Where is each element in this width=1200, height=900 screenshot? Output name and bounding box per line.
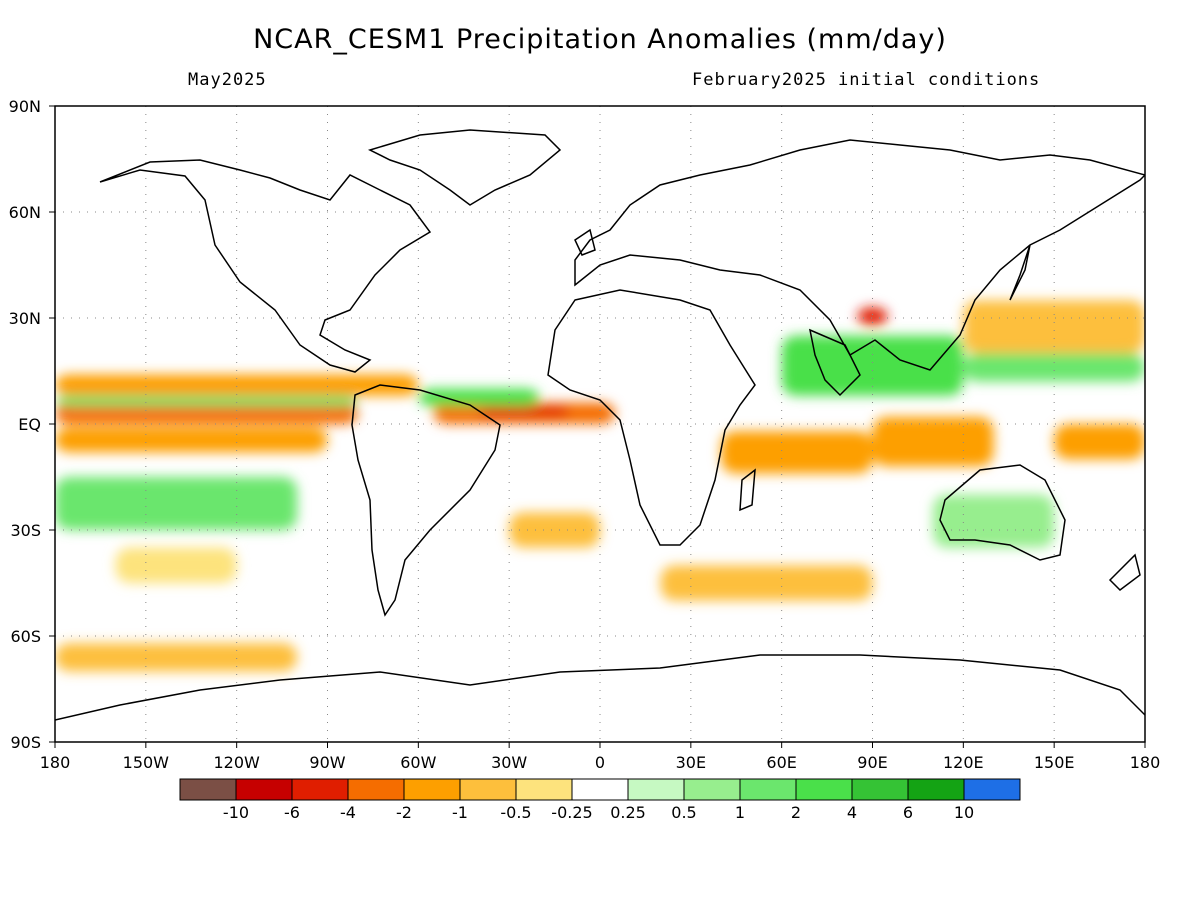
graticule <box>55 106 1145 742</box>
anomaly-region <box>857 307 888 326</box>
anomaly-region <box>1054 424 1145 460</box>
legend-swatch <box>515 778 573 801</box>
anomaly-region <box>55 643 298 672</box>
coastlines <box>55 129 1145 721</box>
color-legend: -10 -6 -4 -2 -1 -0.5 -0.25 0.25 0.5 1 2 4 6 10 <box>179 778 1021 822</box>
legend-swatch <box>571 778 629 801</box>
coast-new-zealand <box>1108 553 1141 591</box>
latitude-tick-label: 30S <box>10 521 41 540</box>
anomaly-region <box>418 388 540 407</box>
legend-swatch <box>459 778 517 801</box>
legend-label: 6 <box>903 803 913 822</box>
legend-swatch <box>347 778 405 801</box>
anomaly-region <box>721 431 873 474</box>
legend-swatch <box>291 778 349 801</box>
longitude-tick-label: 120E <box>943 753 984 772</box>
anomaly-region <box>55 374 419 396</box>
coast-japan <box>1009 244 1031 301</box>
anomaly-region <box>963 300 1145 354</box>
coast-africa <box>547 289 756 546</box>
initial-conditions-label: February2025 initial conditions <box>692 70 1041 90</box>
coast-madagascar <box>739 468 756 512</box>
legend-swatch <box>851 778 909 801</box>
anomaly-region <box>55 395 358 407</box>
coast-antarctica <box>55 654 1145 721</box>
legend-label: 1 <box>735 803 745 822</box>
anomaly-region <box>55 477 298 530</box>
longitude-tick-label: 150W <box>123 753 170 772</box>
anomaly-field <box>55 300 1145 672</box>
longitude-tick-label: 120W <box>213 753 260 772</box>
longitude-tick-label: 150E <box>1034 753 1075 772</box>
legend-label: 10 <box>954 803 974 822</box>
legend-label: -1 <box>452 803 468 822</box>
legend-swatch <box>683 778 741 801</box>
longitude-tick-label: 180 <box>40 753 71 772</box>
latitude-tick-label: 90S <box>10 733 41 752</box>
legend-label: -10 <box>223 803 249 822</box>
longitude-labels: 180 150W 120W 90W 60W 30W 0 30E 60E 90E 120E 150E 18… <box>40 742 1161 772</box>
coast-south-america <box>351 384 501 617</box>
anomaly-region <box>933 494 1055 548</box>
legend-label: 2 <box>791 803 801 822</box>
legend-swatch <box>963 778 1021 801</box>
legend-label: -4 <box>340 803 356 822</box>
anomaly-region <box>55 402 358 424</box>
legend-label: -0.25 <box>551 803 592 822</box>
coast-india <box>808 328 861 397</box>
latitude-tick-label: 60N <box>9 203 41 222</box>
legend-swatch <box>907 778 965 801</box>
coast-eurasia <box>574 139 1145 371</box>
longitude-tick-label: 30W <box>491 753 527 772</box>
legend-label: -0.5 <box>500 803 531 822</box>
latitude-tick-label: EQ <box>18 415 41 434</box>
legend-label: -6 <box>284 803 300 822</box>
legend-swatch <box>739 778 797 801</box>
legend-label: 4 <box>847 803 857 822</box>
anomaly-region <box>509 512 600 548</box>
latitude-tick-label: 30N <box>9 309 41 328</box>
anomaly-region <box>478 406 570 417</box>
legend-swatch <box>235 778 293 801</box>
anomaly-region <box>872 416 994 467</box>
anomaly-region <box>55 427 328 453</box>
longitude-tick-label: 180 <box>1130 753 1161 772</box>
anomaly-region <box>115 547 237 583</box>
latitude-tick-label: 60S <box>10 627 41 646</box>
latitude-labels: 90N 60N 30N EQ 30S 60S 90S <box>9 97 55 752</box>
longitude-tick-label: 0 <box>595 753 605 772</box>
longitude-tick-label: 60W <box>400 753 436 772</box>
legend-swatch <box>627 778 685 801</box>
longitude-tick-label: 30E <box>676 753 706 772</box>
coast-uk <box>574 228 596 256</box>
map-title: NCAR_CESM1 Precipitation Anomalies (mm/d… <box>253 24 947 55</box>
coast-north-america <box>99 159 432 373</box>
latitude-tick-label: 90N <box>9 97 41 116</box>
legend-swatch <box>403 778 461 801</box>
legend-swatch <box>179 778 237 801</box>
longitude-tick-label: 60E <box>766 753 796 772</box>
anomaly-region <box>781 335 964 396</box>
valid-month-label: May2025 <box>188 70 267 90</box>
legend-label: 0.25 <box>610 803 646 822</box>
coast-australia <box>939 464 1066 561</box>
coast-greenland <box>367 129 562 206</box>
legend-label: -2 <box>396 803 412 822</box>
legend-swatch <box>795 778 853 801</box>
legend-label: 0.5 <box>671 803 696 822</box>
anomaly-region <box>963 353 1145 382</box>
longitude-tick-label: 90E <box>857 753 887 772</box>
longitude-tick-label: 90W <box>309 753 345 772</box>
anomaly-region <box>660 565 873 601</box>
